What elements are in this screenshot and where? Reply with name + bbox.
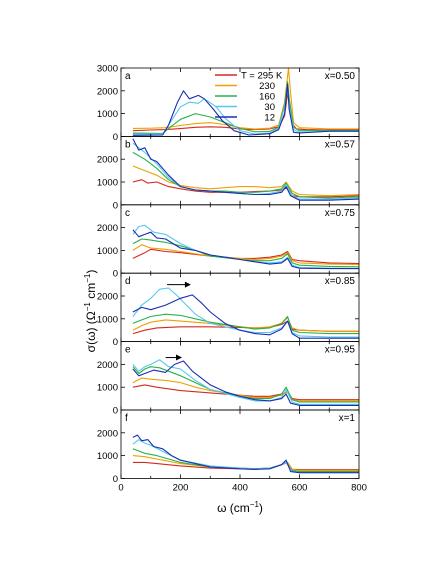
panel-letter: f bbox=[125, 413, 128, 424]
legend-entry: 30 bbox=[215, 102, 275, 113]
y-tick-label: 1000 bbox=[97, 314, 118, 325]
legend-label: T = 295 K bbox=[241, 71, 283, 82]
panel-composition-label: x=0.95 bbox=[325, 345, 356, 356]
series-line-e-t-295-k bbox=[132, 384, 359, 401]
panel-letter: e bbox=[125, 345, 131, 356]
panel-composition-label: x=0.75 bbox=[325, 208, 356, 219]
legend-entry: 230 bbox=[215, 81, 275, 92]
x-tick-label: 400 bbox=[232, 482, 248, 493]
y-tick-label: 0 bbox=[113, 132, 118, 143]
y-tick-label: 3000 bbox=[97, 64, 118, 75]
legend-entry: 160 bbox=[215, 92, 275, 103]
y-tick-label: 2000 bbox=[97, 223, 118, 234]
legend-entry: 12 bbox=[215, 113, 275, 124]
y-tick-label: 2000 bbox=[97, 155, 118, 166]
series-line-d-160 bbox=[132, 313, 359, 335]
y-tick-label: 0 bbox=[113, 269, 118, 280]
panel-letter: a bbox=[125, 71, 131, 82]
panel-f: 0 1000 2000 f x=1 0 200 400 600 800 bbox=[97, 409, 367, 493]
x-tick-label: 0 bbox=[118, 482, 123, 493]
series-line-d-30 bbox=[132, 287, 359, 338]
panel-composition-label: x=1 bbox=[339, 413, 356, 424]
series-line-b-160 bbox=[132, 151, 359, 199]
x-axis-label: ω (cm−1) bbox=[217, 500, 263, 515]
panel-letter: c bbox=[125, 208, 130, 219]
series-line-c-t-295-k bbox=[132, 248, 359, 265]
legend-label: 30 bbox=[264, 102, 275, 113]
y-tick-label: 2000 bbox=[97, 86, 118, 97]
legend-entry: T = 295 K bbox=[215, 71, 283, 82]
series-line-e-12 bbox=[132, 360, 359, 406]
y-tick-label: 1000 bbox=[97, 451, 118, 462]
panel-composition-label: x=0.50 bbox=[325, 71, 356, 82]
y-tick-label: 2000 bbox=[97, 360, 118, 371]
y-tick-label: 0 bbox=[113, 406, 118, 417]
x-tick-label: 600 bbox=[292, 482, 308, 493]
y-tick-label: 2000 bbox=[97, 292, 118, 303]
panel-letter: d bbox=[125, 276, 131, 287]
series-line-b-12 bbox=[132, 138, 359, 201]
shift-arrow-head bbox=[175, 354, 182, 361]
series-line-e-160 bbox=[132, 366, 359, 403]
series-line-c-12 bbox=[132, 229, 359, 270]
y-axis-label: σ(ω) (Ω−1 cm−1) bbox=[83, 270, 98, 353]
legend-label: 230 bbox=[259, 81, 275, 92]
y-tick-label: 0 bbox=[113, 337, 118, 348]
y-tick-label: 2000 bbox=[97, 428, 118, 439]
y-tick-label: 0 bbox=[113, 200, 118, 211]
shift-arrow-head bbox=[184, 281, 191, 288]
shift-arrow bbox=[165, 354, 182, 361]
x-tick-label: 200 bbox=[173, 482, 189, 493]
series-line-a-12 bbox=[132, 83, 359, 136]
series-line-b-230 bbox=[132, 165, 359, 197]
series-line-a-30 bbox=[132, 87, 359, 135]
x-tick-label: 800 bbox=[351, 482, 367, 493]
legend-label: 12 bbox=[264, 113, 275, 124]
series-line-d-230 bbox=[132, 317, 359, 332]
series-line-f-12 bbox=[132, 434, 359, 474]
panel-letter: b bbox=[125, 139, 131, 150]
y-tick-label: 0 bbox=[113, 474, 118, 485]
panel-composition-label: x=0.85 bbox=[325, 276, 356, 287]
y-tick-label: 1000 bbox=[97, 109, 118, 120]
y-tick-label: 1000 bbox=[97, 246, 118, 257]
y-tick-label: 1000 bbox=[97, 178, 118, 189]
panel-composition-label: x=0.57 bbox=[325, 139, 356, 150]
y-tick-label: 1000 bbox=[97, 383, 118, 394]
panel-b: 0 1000 2000 b x=0.57 bbox=[97, 135, 360, 211]
series-line-d-12 bbox=[132, 294, 359, 339]
panel-a: 0 1000 2000 3000 a x=0.50 bbox=[97, 64, 360, 143]
series-line-a-160 bbox=[132, 81, 359, 134]
legend-label: 160 bbox=[259, 92, 275, 103]
shift-arrow bbox=[167, 281, 191, 288]
series-line-e-30 bbox=[132, 359, 359, 405]
series-line-c-230 bbox=[132, 244, 359, 266]
series-line-a-230 bbox=[132, 68, 359, 130]
